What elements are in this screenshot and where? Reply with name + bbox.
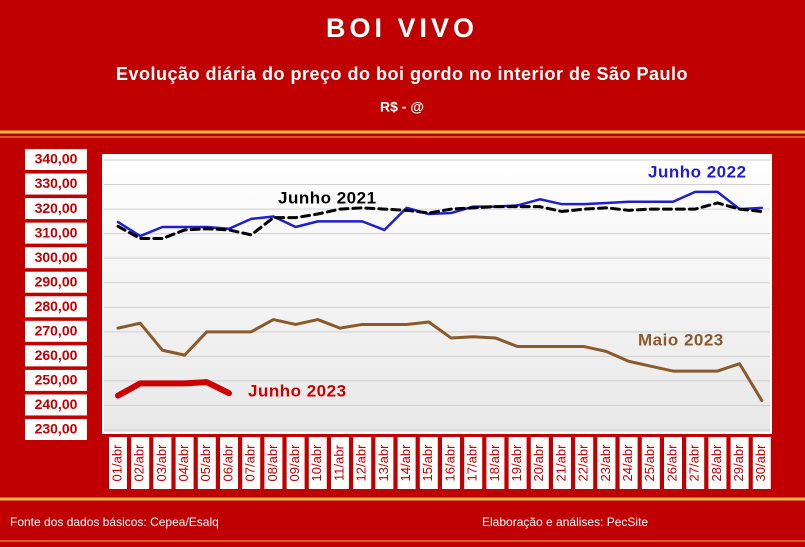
x-tick-label: 28/abr	[709, 444, 724, 482]
x-tick-label: 20/abr	[531, 444, 546, 482]
x-tick-box	[730, 437, 749, 489]
x-tick-box	[308, 437, 327, 489]
y-tick-box	[25, 296, 87, 318]
x-tick-box	[464, 437, 483, 489]
x-tick-box	[220, 437, 238, 489]
x-tick-box	[175, 437, 194, 489]
x-tick-label: 09/abr	[287, 444, 302, 482]
chart-subtitle: Evolução diária do preço do boi gordo no…	[116, 64, 688, 84]
y-tick-box	[25, 320, 87, 342]
x-tick-label: 08/abr	[265, 444, 280, 482]
y-tick-box	[25, 271, 87, 293]
y-tick-box	[25, 198, 87, 220]
y-tick-label: 280,00	[35, 298, 78, 314]
x-tick-box	[442, 437, 460, 489]
x-tick-label: 06/abr	[220, 444, 235, 482]
x-tick-box	[641, 437, 660, 489]
x-tick-box	[353, 437, 372, 489]
y-tick-box	[25, 247, 87, 269]
y-tick-box	[25, 222, 87, 244]
x-tick-box	[597, 437, 616, 489]
x-tick-box	[375, 437, 394, 489]
x-tick-label: 21/abr	[553, 444, 568, 482]
x-tick-box	[419, 437, 438, 489]
series-line	[115, 379, 232, 399]
y-tick-label: 340,00	[35, 151, 78, 167]
x-tick-box	[397, 437, 416, 489]
x-tick-label: 02/abr	[132, 444, 147, 482]
x-tick-label: 19/abr	[509, 444, 524, 482]
x-tick-label: 12/abr	[354, 444, 369, 482]
x-tick-box	[242, 437, 261, 489]
y-tick-label: 270,00	[35, 323, 78, 339]
y-tick-label: 240,00	[35, 396, 78, 412]
x-tick-box	[508, 437, 527, 489]
x-tick-box	[486, 437, 505, 489]
x-tick-label: 24/abr	[620, 444, 635, 482]
credit-note: Elaboração e análises: PecSite	[482, 515, 648, 529]
y-tick-label: 250,00	[35, 372, 78, 388]
x-tick-label: 29/abr	[731, 444, 746, 482]
y-tick-label: 320,00	[35, 200, 78, 216]
x-tick-box	[153, 437, 172, 489]
x-tick-box	[575, 437, 594, 489]
x-tick-box	[530, 437, 549, 489]
x-tick-label: 22/abr	[576, 444, 591, 482]
y-tick-box	[25, 345, 87, 367]
unit-label: R$ - @	[380, 99, 424, 115]
series-line	[116, 201, 764, 241]
plot-area	[102, 154, 772, 434]
x-tick-box	[331, 437, 349, 489]
x-tick-label: 15/abr	[420, 444, 435, 482]
x-tick-label: 05/abr	[198, 444, 213, 482]
x-tick-label: 10/abr	[309, 444, 324, 482]
x-tick-label: 23/abr	[598, 444, 613, 482]
x-tick-label: 16/abr	[442, 444, 457, 482]
series-label: Junho 2021	[278, 188, 377, 207]
y-tick-box	[25, 394, 87, 416]
x-tick-box	[619, 437, 638, 489]
x-tick-label: 18/abr	[487, 444, 502, 482]
x-tick-box	[131, 437, 150, 489]
y-tick-label: 330,00	[35, 175, 78, 191]
x-tick-label: 07/abr	[243, 444, 258, 482]
y-tick-label: 300,00	[35, 249, 78, 265]
x-tick-box	[286, 437, 305, 489]
x-tick-box	[553, 437, 571, 489]
x-tick-label: 25/abr	[642, 444, 657, 482]
x-tick-label: 03/abr	[154, 444, 169, 482]
x-tick-label: 14/abr	[398, 444, 413, 482]
x-tick-box	[708, 437, 727, 489]
x-tick-label: 26/abr	[664, 444, 679, 482]
x-tick-box	[197, 437, 216, 489]
y-tick-box	[25, 369, 87, 391]
y-tick-label: 230,00	[35, 421, 78, 437]
y-tick-label: 290,00	[35, 273, 78, 289]
x-tick-box	[109, 437, 127, 489]
source-note: Fonte dos dados básicos: Cepea/Esalq	[10, 515, 219, 529]
x-tick-label: 27/abr	[687, 444, 702, 482]
series-label: Junho 2022	[648, 162, 747, 181]
series-label: Maio 2023	[638, 330, 724, 349]
x-tick-label: 11/abr	[331, 444, 346, 481]
series-label: Junho 2023	[248, 381, 347, 400]
chart-title: BOI VIVO	[326, 13, 478, 43]
y-tick-box	[25, 149, 87, 170]
x-tick-label: 30/abr	[753, 444, 768, 482]
x-tick-label: 04/abr	[176, 444, 191, 482]
x-tick-label: 13/abr	[376, 444, 391, 482]
y-tick-box	[25, 173, 87, 195]
y-tick-label: 260,00	[35, 347, 78, 363]
x-tick-box	[664, 437, 682, 489]
y-tick-box	[25, 419, 87, 440]
x-tick-box	[752, 437, 771, 489]
x-tick-box	[264, 437, 283, 489]
x-tick-label: 01/abr	[109, 444, 124, 482]
x-tick-label: 17/abr	[465, 444, 480, 482]
x-tick-box	[686, 437, 705, 489]
y-tick-label: 310,00	[35, 224, 78, 240]
series-line	[116, 318, 764, 403]
